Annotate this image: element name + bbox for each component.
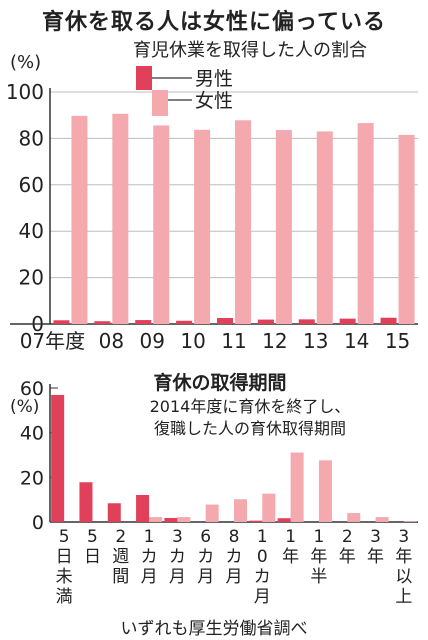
chart2-bar-male-8 bbox=[277, 518, 291, 522]
chart2-x-tick-7: 1 0 カ月 bbox=[254, 527, 271, 607]
chart1-y-tick-5: 100 bbox=[6, 80, 44, 104]
chart2-y-tick-1: 20 bbox=[20, 467, 44, 489]
chart1-bar-female-6 bbox=[316, 131, 333, 324]
chart2-bar-female-6 bbox=[234, 499, 247, 522]
chart1-y-tick-2: 40 bbox=[19, 219, 44, 243]
chart1-bar-female-4 bbox=[235, 120, 251, 324]
chart2-subtitle-line-1: 2014年度に育休を終了し、 bbox=[149, 397, 351, 416]
chart1-y-tick-1: 20 bbox=[19, 266, 44, 290]
chart1-bar-male-5 bbox=[257, 319, 274, 324]
chart2-bar-male-7 bbox=[249, 520, 263, 522]
chart2-x-tick-3: 1 カ月 bbox=[141, 527, 158, 587]
chart2-x-tick-4: 3 カ月 bbox=[169, 527, 186, 587]
chart2-title: 育休の取得期間 bbox=[153, 372, 287, 394]
chart2-bar-female-11 bbox=[375, 517, 389, 522]
chart2-y-tick-2: 40 bbox=[20, 423, 44, 445]
chart2-bar-female-4 bbox=[177, 517, 191, 522]
chart2-bar-female-5 bbox=[205, 504, 219, 522]
chart2-bar-male-0 bbox=[51, 394, 65, 522]
chart2-y-tick-3: 60 bbox=[20, 378, 44, 400]
chart1-x-tick-4: 11 bbox=[221, 329, 246, 353]
chart2-bar-male-3 bbox=[136, 494, 150, 522]
chart1-bar-female-0 bbox=[71, 115, 88, 324]
chart2-x-tick-6: 8 カ月 bbox=[226, 527, 243, 587]
chart1-x-tick-5: 12 bbox=[262, 329, 287, 353]
chart1-title: 育休を取る人は女性に偏っている bbox=[42, 10, 386, 35]
chart2-x-tick-12: 3 年以上 bbox=[395, 527, 412, 607]
chart2-bar-male-4 bbox=[164, 517, 178, 522]
chart2-bar-female-8 bbox=[290, 452, 304, 522]
chart2-subtitle-line-2: 復職した人の育休取得期間 bbox=[153, 419, 346, 438]
chart1-x-tick-8: 15 bbox=[385, 329, 410, 353]
chart2-x-tick-0: 5 日未満 bbox=[56, 527, 73, 607]
chart1-y-tick-4: 80 bbox=[19, 126, 44, 150]
chart1-bar-female-2 bbox=[153, 125, 170, 325]
chart1-bar-male-2 bbox=[135, 320, 152, 324]
chart2-bar-female-9 bbox=[318, 460, 332, 522]
chart2-x-tick-5: 6 カ月 bbox=[197, 527, 214, 587]
chart1-bar-male-0 bbox=[53, 320, 70, 324]
chart1-bar-male-8 bbox=[380, 317, 397, 324]
chart1-bar-female-8 bbox=[398, 134, 415, 324]
chart1-x-tick-7: 14 bbox=[344, 329, 369, 353]
chart1-bar-male-1 bbox=[94, 321, 111, 324]
chart2-bar-female-7 bbox=[262, 493, 276, 522]
chart2-bar-male-1 bbox=[79, 482, 93, 522]
chart2-x-tick-9: 1 年半 bbox=[310, 527, 327, 587]
chart1-bar-male-4 bbox=[217, 317, 233, 324]
chart1-legend-label-male: 男性 bbox=[195, 68, 233, 90]
chart1-y-tick-3: 60 bbox=[19, 173, 44, 197]
chart1-bar-female-1 bbox=[112, 113, 129, 324]
chart2-subtitle: 2014年度に育休を終了し、 復職した人の育休取得期間 bbox=[90, 396, 410, 440]
chart1-legend-label-female: 女性 bbox=[195, 90, 233, 112]
chart2-bar-male-2 bbox=[107, 503, 121, 522]
chart1-legend-swatch-female bbox=[152, 90, 168, 116]
chart1-x-tick-1: 08 bbox=[99, 329, 124, 353]
chart1-x-tick-6: 13 bbox=[303, 329, 328, 353]
chart2-bar-female-3 bbox=[149, 517, 163, 522]
chart2-x-tick-2: 2 週間 bbox=[112, 527, 129, 587]
chart1-bar-male-3 bbox=[176, 320, 193, 324]
chart1-bar-female-3 bbox=[194, 129, 211, 324]
chart2-bar-female-10 bbox=[347, 513, 361, 522]
chart1-bar-male-6 bbox=[298, 319, 315, 324]
chart1-bar-female-7 bbox=[357, 123, 374, 324]
chart1-x-tick-0: 07年度 bbox=[20, 329, 85, 353]
chart2-bar-female-12 bbox=[403, 521, 417, 522]
chart2-y-unit: (%) bbox=[10, 397, 39, 417]
chart1-y-unit: (%) bbox=[10, 52, 41, 73]
chart1-bar-female-5 bbox=[275, 130, 292, 324]
chart1-x-tick-3: 10 bbox=[180, 329, 205, 353]
chart2-y-tick-0: 0 bbox=[32, 512, 44, 534]
chart1-bar-male-7 bbox=[339, 318, 356, 324]
chart1-subtitle: 育児休業を取得した人の割合 bbox=[133, 40, 367, 61]
chart1-x-tick-2: 09 bbox=[139, 329, 164, 353]
chart1-legend-swatch-male bbox=[136, 66, 152, 90]
source-note: いずれも厚生労働省調べ bbox=[120, 619, 308, 639]
